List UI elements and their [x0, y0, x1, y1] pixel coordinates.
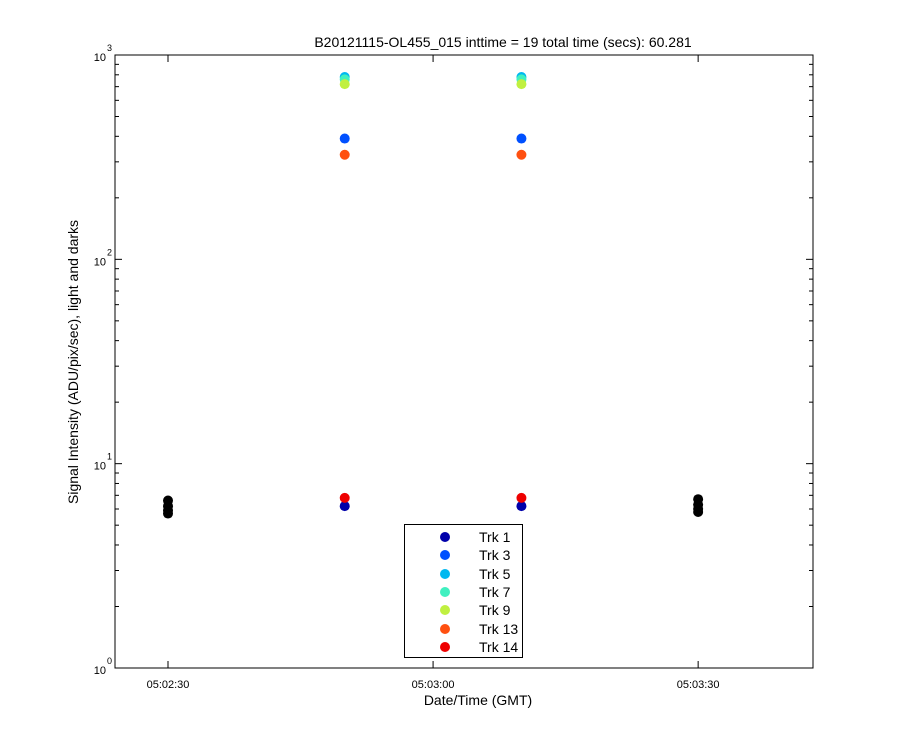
- legend-marker: [440, 568, 450, 579]
- legend-marker: [440, 586, 450, 597]
- plot-frame: [114, 54, 814, 669]
- y-tick-exponent: 2: [107, 247, 112, 257]
- point-trk-3: [516, 133, 527, 144]
- legend-item-trk-7: Trk 7: [405, 583, 522, 601]
- legend-marker: [440, 623, 450, 634]
- y-tick-label: 10: [94, 52, 106, 64]
- legend-label: Trk 9: [479, 602, 511, 619]
- y-tick-exponent: 3: [107, 43, 112, 53]
- legend-item-trk-1: Trk 1: [405, 528, 522, 546]
- legend-item-trk-9: Trk 9: [405, 601, 522, 619]
- chart-title: B20121115-OL455_015 inttime = 19 total t…: [314, 34, 692, 50]
- legend-marker: [440, 532, 450, 542]
- legend-label: Trk 7: [479, 583, 511, 600]
- point-trk-13: [339, 149, 350, 160]
- point-trk-1: [516, 501, 527, 512]
- x-tick-label: 05:02:30: [147, 679, 190, 691]
- legend-label: Trk 13: [479, 620, 519, 637]
- dark-point: [163, 508, 174, 519]
- point-trk-9: [339, 79, 350, 90]
- point-trk-14: [339, 492, 350, 503]
- legend-item-trk-13: Trk 13: [405, 620, 522, 638]
- legend-marker: [440, 550, 450, 561]
- x-tick-label: 05:03:30: [677, 679, 720, 691]
- legend-item-trk-3: Trk 3: [405, 546, 522, 564]
- point-trk-3: [339, 133, 350, 144]
- y-tick-exponent: 1: [107, 452, 112, 462]
- legend-item-trk-14: Trk 14: [405, 638, 522, 656]
- dark-point: [693, 507, 704, 518]
- legend-marker: [440, 641, 450, 652]
- point-trk-13: [516, 149, 527, 160]
- data-points: [163, 72, 704, 519]
- legend: Trk 1 Trk 3 Trk 5 Trk 7 Trk 9 Trk 13 Trk 14: [404, 524, 523, 658]
- x-tick-label: 05:03:00: [412, 679, 455, 691]
- legend-label: Trk 5: [479, 565, 511, 582]
- y-tick-label: 10: [94, 256, 106, 268]
- point-trk-14: [516, 492, 527, 503]
- y-tick-label: 10: [94, 665, 106, 677]
- y-axis-label: Signal Intensity (ADU/pix/sec), light an…: [65, 220, 81, 504]
- legend-item-trk-5: Trk 5: [405, 565, 522, 583]
- legend-marker: [440, 605, 450, 616]
- legend-label: Trk 1: [479, 529, 511, 545]
- legend-label: Trk 3: [479, 547, 511, 564]
- x-axis-ticks: 05:02:30 05:03:00 05:03:30: [147, 55, 720, 691]
- y-tick-exponent: 0: [107, 656, 112, 666]
- point-trk-1: [339, 501, 350, 512]
- point-trk-9: [516, 79, 527, 90]
- y-tick-label: 10: [94, 461, 106, 473]
- legend-label: Trk 14: [479, 638, 519, 655]
- x-axis-label: Date/Time (GMT): [424, 692, 532, 708]
